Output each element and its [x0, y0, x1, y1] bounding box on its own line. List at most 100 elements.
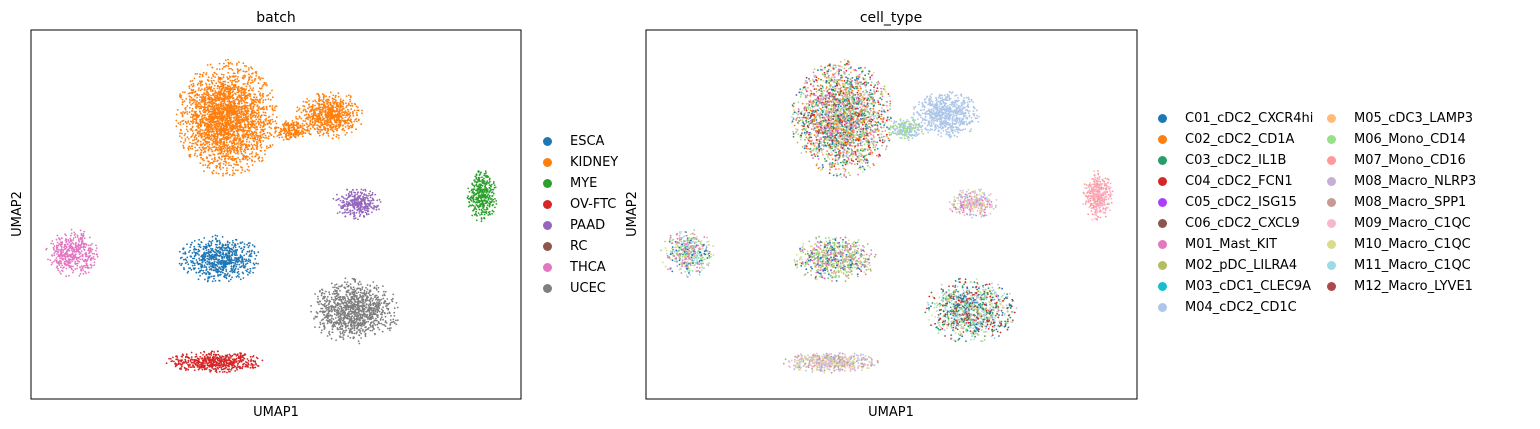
scatter-point [86, 259, 89, 262]
scatter-point [327, 108, 329, 111]
scatter-point [55, 244, 58, 247]
scatter-point [241, 113, 243, 115]
scatter-point [183, 91, 186, 94]
scatter-point [229, 91, 232, 94]
scatter-point [234, 88, 236, 91]
scatter-point [59, 259, 61, 262]
scatter-point [355, 188, 358, 191]
scatter-point [339, 98, 342, 100]
scatter-point [235, 138, 238, 140]
scatter-point [355, 112, 358, 114]
scatter-point [223, 144, 226, 147]
scatter-point [256, 120, 259, 123]
scatter-point [231, 87, 234, 89]
scatter-point [364, 202, 367, 205]
scatter-point [357, 202, 360, 204]
scatter-point [58, 243, 60, 245]
scatter-point [224, 97, 226, 99]
scatter-point [202, 121, 205, 124]
scatter-point [180, 112, 182, 114]
scatter-point [259, 126, 262, 129]
scatter-point [343, 129, 346, 132]
scatter-point [319, 106, 322, 109]
scatter-point [299, 124, 302, 127]
scatter-point [249, 132, 252, 135]
scatter-point [262, 99, 265, 102]
scatter-point [233, 126, 236, 129]
scatter-point [208, 115, 211, 118]
scatter-point [65, 275, 68, 278]
scatter-point [349, 209, 351, 212]
scatter-point [214, 149, 216, 152]
scatter-point [226, 167, 228, 170]
scatter-point [234, 124, 237, 126]
scatter-point [282, 139, 285, 141]
scatter-point [195, 137, 198, 139]
scatter-point [182, 123, 185, 125]
scatter-point [311, 118, 314, 121]
scatter-point [219, 149, 222, 152]
scatter-point [296, 122, 298, 125]
scatter-point [77, 256, 79, 259]
scatter-point [56, 253, 58, 255]
scatter-point [201, 106, 204, 108]
scatter-point [260, 87, 263, 90]
scatter-point [328, 95, 331, 98]
scatter-point [229, 145, 231, 148]
scatter-point [355, 201, 357, 204]
scatter-point [311, 105, 314, 108]
scatter-point [240, 129, 242, 132]
cluster-batch-3 [466, 170, 498, 223]
scatter-point [248, 271, 250, 274]
scatter-point [290, 122, 293, 125]
scatter-point [201, 135, 204, 138]
scatter-point [230, 135, 233, 138]
scatter-point [311, 121, 314, 123]
scatter-point [226, 133, 229, 136]
scatter-point [201, 96, 204, 99]
scatter-point [345, 102, 347, 105]
scatter-point [218, 119, 221, 121]
scatter-point [229, 278, 232, 281]
scatter-point [68, 245, 70, 248]
scatter-point [205, 82, 207, 85]
scatter-point [239, 113, 242, 116]
scatter-point [371, 193, 374, 196]
scatter-point [221, 120, 224, 123]
scatter-point [213, 140, 215, 143]
scatter-point [259, 139, 262, 142]
scatter-point [245, 70, 248, 73]
scatter-point [211, 144, 214, 146]
scatter-point [57, 248, 60, 251]
scatter-point [224, 94, 227, 96]
scatter-point [240, 141, 242, 143]
scatter-point [220, 130, 223, 133]
scatter-point [235, 86, 238, 88]
scatter-point [235, 64, 238, 66]
scatter-point [217, 147, 220, 149]
scatter-point [325, 95, 327, 98]
scatter-point [329, 128, 332, 131]
scatter-point [301, 129, 303, 132]
scatter-point [353, 191, 355, 194]
scatter-point [231, 121, 233, 124]
scatter-point [218, 122, 221, 125]
scatter-point [223, 95, 225, 97]
scatter-point [213, 153, 216, 156]
scatter-point [224, 157, 227, 160]
scatter-point [191, 79, 194, 82]
scatter-point [307, 125, 310, 128]
scatter-point [352, 111, 354, 113]
scatter-point [211, 105, 213, 107]
scatter-point [207, 242, 210, 245]
scatter-point [78, 251, 81, 254]
scatter-point [234, 81, 237, 83]
scatter-point [211, 162, 214, 164]
scatter-point [240, 94, 243, 96]
scatter-point [480, 180, 482, 183]
scatter-point [355, 118, 358, 120]
scatter-point [183, 147, 185, 150]
scatter-point [192, 82, 195, 85]
scatter-point [61, 269, 63, 272]
scatter-point [229, 104, 232, 107]
